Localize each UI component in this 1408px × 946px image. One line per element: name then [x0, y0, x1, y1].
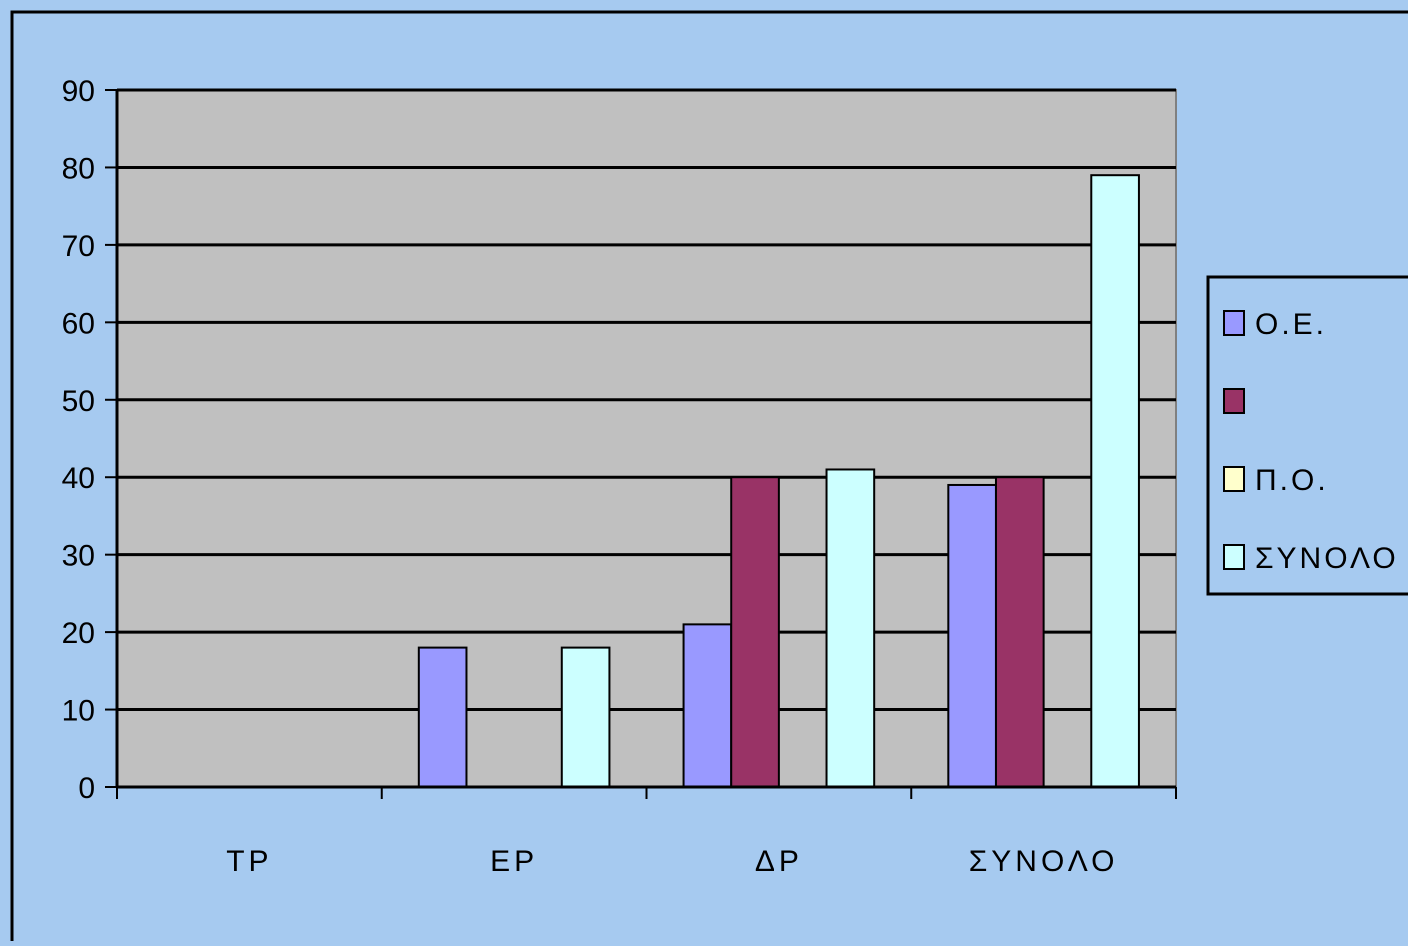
bars	[417, 174, 1140, 788]
y-tick-label: 70	[62, 230, 95, 263]
legend-swatch	[1223, 388, 1245, 414]
y-tick-label: 0	[78, 772, 95, 805]
bar	[947, 483, 997, 788]
legend-label: ΣΥΝΟΛΟ	[1255, 542, 1399, 575]
x-tick-label: ΔΡ	[755, 845, 803, 878]
legend: Ο.Ε. Π.Ο. ΣΥΝΟΛΟ	[1206, 275, 1408, 596]
x-tick-label: ΤΡ	[226, 845, 272, 878]
legend-label: Ο.Ε.	[1255, 308, 1327, 341]
bar	[682, 623, 733, 788]
axes: 0 10 20 30 40 50 60 70 80 90 ΤΡ ΕΡ ΔΡ ΣΥΝΟΛΟ	[62, 75, 1177, 878]
legend-swatch	[1223, 466, 1245, 492]
legend-label: Π.Ο.	[1255, 464, 1329, 497]
bar	[825, 468, 876, 788]
y-tick-label: 80	[62, 152, 95, 185]
bar	[417, 646, 468, 788]
y-tick-label: 20	[62, 617, 95, 650]
x-tick-label: ΣΥΝΟΛΟ	[969, 845, 1119, 878]
bar	[994, 476, 1045, 788]
y-tick-label: 60	[62, 307, 95, 340]
y-tick-label: 90	[62, 75, 95, 108]
x-tick-label: ΕΡ	[490, 845, 538, 878]
y-tick-label: 40	[62, 462, 95, 495]
y-tick-label: 50	[62, 385, 95, 418]
bar	[730, 476, 780, 788]
bar	[560, 646, 611, 788]
legend-swatch	[1223, 544, 1245, 570]
legend-swatch	[1223, 310, 1245, 336]
bar	[1090, 174, 1140, 788]
y-tick-label: 10	[62, 695, 95, 728]
y-tick-label: 30	[62, 540, 95, 573]
